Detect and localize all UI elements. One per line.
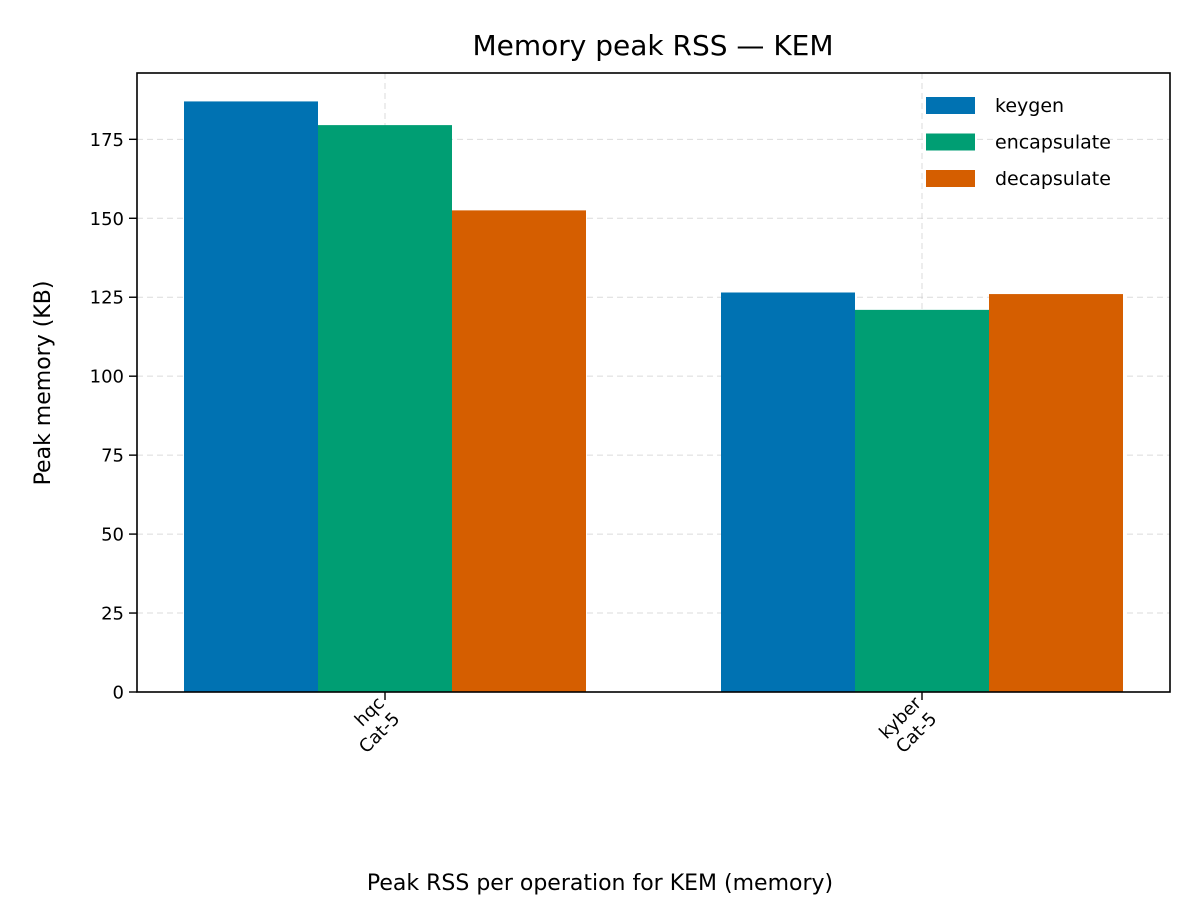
y-tick-label: 25 [101,604,124,625]
y-tick-label: 125 [90,288,124,309]
y-tick-label: 75 [101,446,124,467]
legend: keygen encapsulate decapsulate [926,95,1111,190]
chart-title: Memory peak RSS — KEM [472,29,833,62]
plot-frame [136,72,1171,693]
bars [184,101,1123,693]
bar-decapsulate [452,210,586,692]
legend-swatch-keygen [926,97,975,114]
bar-decapsulate [989,294,1123,692]
legend-label: decapsulate [995,168,1111,190]
legend-label: encapsulate [995,132,1111,154]
y-tick-label: 50 [101,525,124,546]
bar-keygen [184,101,318,693]
y-tick-label: 0 [113,683,124,704]
y-tick-label: 100 [90,367,124,388]
y-tick-label: 175 [90,130,124,151]
y-tick-label: 150 [90,209,124,230]
legend-swatch-decapsulate [926,170,975,187]
bar-keygen [721,292,855,692]
chart-caption: Peak RSS per operation for KEM (memory) [367,871,833,896]
y-axis-label: Peak memory (KB) [31,281,56,486]
legend-label: keygen [995,95,1064,117]
bar-encapsulate [318,125,452,693]
legend-swatch-encapsulate [926,133,975,151]
bar-encapsulate [855,309,989,692]
